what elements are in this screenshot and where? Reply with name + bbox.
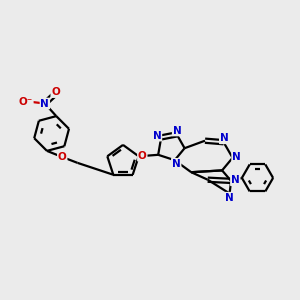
Text: N: N xyxy=(220,133,229,143)
Text: O: O xyxy=(138,151,147,161)
Text: N: N xyxy=(231,175,240,185)
Text: N: N xyxy=(173,125,182,136)
Text: N: N xyxy=(225,193,234,203)
Text: N: N xyxy=(40,98,49,109)
Text: N: N xyxy=(172,159,181,169)
Text: N: N xyxy=(153,130,161,141)
Text: N: N xyxy=(232,152,241,162)
Text: O⁻: O⁻ xyxy=(19,97,33,107)
Text: O: O xyxy=(51,87,60,97)
Text: O: O xyxy=(58,152,67,162)
